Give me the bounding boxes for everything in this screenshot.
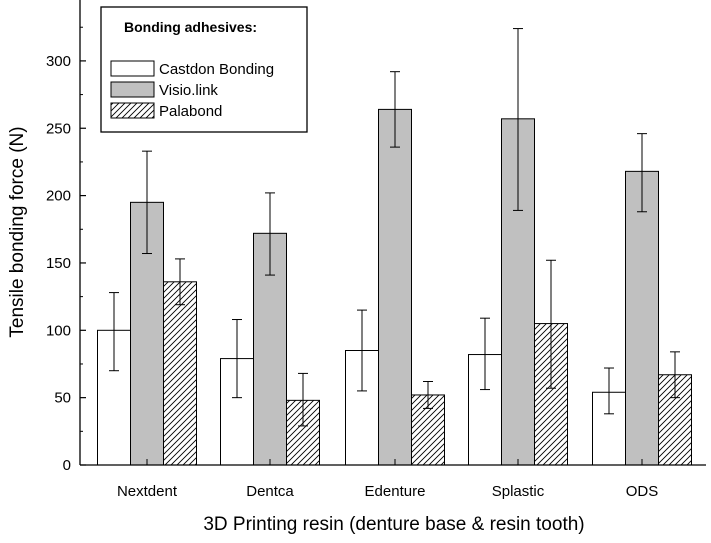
y-tick-label: 200	[46, 188, 71, 205]
x-axis-label: 3D Printing resin (denture base & resin …	[203, 514, 584, 535]
x-tick-label: Splastic	[492, 483, 545, 500]
bar	[625, 170, 659, 466]
x-tick-label: Dentca	[246, 483, 294, 500]
legend-label: Visio.link	[159, 82, 218, 99]
y-tick-label: 250	[46, 120, 71, 137]
y-tick-label: 0	[63, 457, 71, 474]
legend-swatch	[110, 60, 155, 77]
bar	[163, 281, 197, 466]
legend-label: Palabond	[159, 103, 222, 120]
y-axis-label: Tensile bonding force (N)	[7, 126, 28, 337]
bar	[378, 108, 412, 466]
y-tick-label: 50	[54, 390, 71, 407]
legend-title: Bonding adhesives:	[124, 19, 257, 35]
y-tick-label: 100	[46, 322, 71, 339]
x-tick-label: Edenture	[365, 483, 426, 500]
y-tick-label: 150	[46, 255, 71, 272]
x-tick-label: ODS	[626, 483, 659, 500]
legend: Bonding adhesives: Castdon Bonding Visio.…	[100, 6, 308, 133]
y-tick-label: 300	[46, 53, 71, 70]
x-tick-label: Nextdent	[117, 483, 178, 500]
legend-label: Castdon Bonding	[159, 61, 274, 78]
legend-swatch	[110, 81, 155, 98]
legend-swatch	[110, 102, 155, 119]
